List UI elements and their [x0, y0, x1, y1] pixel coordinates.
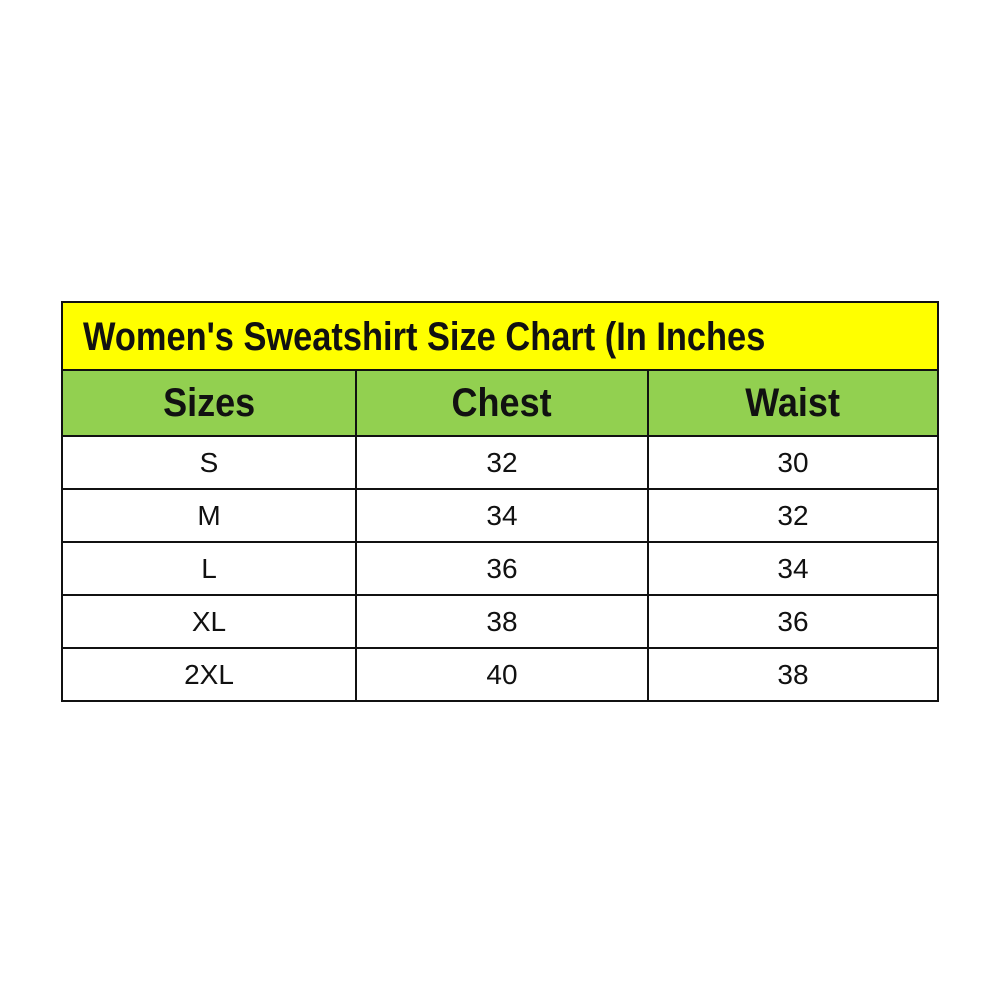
waist-cell: 36	[777, 605, 809, 637]
chest-cell: 36	[357, 543, 649, 594]
header-label: Sizes	[162, 380, 256, 425]
table-row: 2XL 40 38	[63, 649, 937, 700]
chest-cell: 34	[357, 490, 649, 541]
header-chest: Chest	[357, 371, 649, 435]
waist-cell: 34	[777, 552, 809, 584]
chest-cell: 38	[357, 596, 649, 647]
header-waist: Waist	[649, 371, 937, 435]
waist-cell: 32	[777, 499, 809, 531]
table-row: M 34 32	[63, 490, 937, 543]
table-title: Women's Sweatshirt Size Chart (In Inches	[83, 315, 766, 359]
chest-cell: 40	[357, 649, 649, 700]
size-cell: 2XL	[63, 649, 357, 700]
table-title-row: Women's Sweatshirt Size Chart (In Inches	[63, 303, 937, 371]
header-label: Waist	[745, 380, 841, 425]
chest-cell: 32	[357, 437, 649, 488]
size-cell: M	[63, 490, 357, 541]
size-cell: L	[63, 543, 357, 594]
waist-cell: 30	[777, 446, 809, 478]
table-row: L 36 34	[63, 543, 937, 596]
waist-cell: 38	[777, 658, 809, 690]
size-cell: XL	[63, 596, 357, 647]
size-chart-table: Women's Sweatshirt Size Chart (In Inches…	[61, 301, 939, 702]
size-cell: S	[63, 437, 357, 488]
table-row: XL 38 36	[63, 596, 937, 649]
header-row: Sizes Chest Waist	[63, 371, 937, 437]
header-sizes: Sizes	[63, 371, 357, 435]
header-label: Chest	[451, 380, 553, 425]
table-row: S 32 30	[63, 437, 937, 490]
